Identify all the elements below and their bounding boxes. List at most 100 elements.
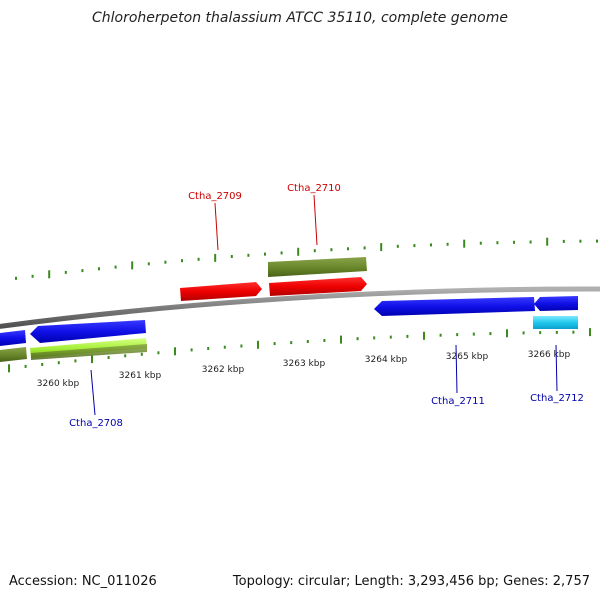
minor-tick (496, 241, 499, 245)
scale-label: 3261 kbp (119, 371, 162, 381)
major-tick (48, 270, 51, 279)
genome-backbone (0, 286, 600, 329)
minor-tick (347, 247, 349, 251)
minor-tick (124, 354, 127, 358)
minor-tick (363, 246, 366, 250)
tick-row-lower (8, 328, 591, 373)
major-tick (589, 328, 591, 337)
minor-tick (529, 240, 532, 244)
minor-tick (430, 243, 432, 247)
minor-tick (81, 269, 84, 273)
gene-label-ctha-2712[interactable]: Ctha_2712 (530, 393, 584, 404)
minor-tick (147, 262, 150, 266)
callout-ctha-2711: Ctha_2711 (431, 344, 485, 407)
major-tick (463, 239, 466, 248)
minor-tick (24, 364, 27, 368)
minor-tick (114, 265, 117, 269)
scale-label: 3263 kbp (283, 359, 326, 369)
minor-tick (57, 361, 60, 365)
scale-label: 3266 kbp (528, 350, 571, 360)
minor-tick (313, 249, 316, 253)
genome-title: Chloroherpeton thalassium ATCC 35110, co… (92, 10, 508, 26)
scale-label: 3260 kbp (37, 379, 80, 389)
minor-tick (522, 331, 525, 335)
major-tick (91, 355, 93, 364)
minor-tick (479, 241, 482, 245)
minor-tick (555, 330, 558, 334)
minor-tick (247, 253, 250, 257)
minor-tick (64, 270, 67, 274)
minor-tick (439, 333, 442, 337)
major-tick (8, 364, 10, 373)
gene-block-ctha-2709[interactable] (180, 282, 262, 301)
minor-tick (373, 336, 376, 340)
minor-tick (579, 239, 582, 243)
minor-tick (306, 340, 309, 343)
scale-labels: 3260 kbp 3261 kbp 3262 kbp 3263 kbp 3264 kbp… (37, 350, 571, 389)
major-tick (131, 261, 134, 270)
callout-ctha-2712: Ctha_2712 (530, 344, 584, 404)
major-tick (214, 253, 217, 262)
minor-tick (157, 351, 160, 355)
minor-tick (74, 359, 77, 363)
gene-label-ctha-2708[interactable]: Ctha_2708 (69, 418, 123, 429)
minor-tick (140, 352, 143, 356)
minor-tick (230, 255, 233, 258)
accession-text: Accession: NC_011026 (9, 574, 157, 589)
minor-tick (190, 348, 193, 352)
callout-ctha-2708: Ctha_2708 (69, 369, 123, 429)
minor-tick (406, 334, 409, 338)
minor-tick (413, 244, 416, 248)
major-tick (174, 347, 176, 356)
minor-tick (223, 345, 226, 349)
gene-block-ctha-2710[interactable] (268, 257, 367, 296)
minor-tick (562, 239, 565, 243)
minor-tick (572, 330, 575, 334)
minor-tick (197, 257, 200, 261)
minor-tick (15, 276, 17, 280)
minor-tick (596, 239, 598, 243)
minor-tick (240, 344, 243, 348)
callout-ctha-2709: Ctha_2709 (188, 191, 242, 251)
minor-tick (456, 333, 459, 337)
minor-tick (41, 363, 44, 366)
scale-label: 3265 kbp (446, 352, 489, 362)
minor-tick (396, 244, 399, 248)
genome-summary-text: Topology: circular; Length: 3,293,456 bp… (232, 574, 590, 589)
gene-label-ctha-2710[interactable]: Ctha_2710 (287, 183, 341, 194)
tick-row-upper (15, 237, 598, 280)
major-tick (380, 243, 383, 252)
minor-tick (356, 337, 359, 341)
minor-tick (98, 267, 100, 271)
minor-tick (107, 356, 110, 359)
minor-tick (389, 335, 392, 339)
scale-label: 3262 kbp (202, 365, 245, 375)
minor-tick (323, 339, 326, 342)
minor-tick (513, 240, 515, 244)
gene-block-ctha-2711[interactable] (374, 297, 535, 316)
minor-tick (264, 252, 266, 256)
major-tick (257, 340, 259, 349)
gene-block-ctha-2712[interactable] (533, 296, 578, 329)
minor-tick (489, 332, 492, 336)
minor-tick (330, 248, 333, 252)
minor-tick (31, 274, 34, 278)
minor-tick (207, 347, 210, 350)
minor-tick (164, 260, 167, 264)
gene-label-ctha-2711[interactable]: Ctha_2711 (431, 396, 485, 407)
gene-label-ctha-2709[interactable]: Ctha_2709 (188, 191, 242, 202)
minor-tick (273, 342, 276, 346)
major-tick (297, 247, 300, 256)
minor-tick (280, 251, 283, 255)
minor-tick (290, 341, 293, 345)
major-tick (423, 331, 425, 340)
major-tick (546, 237, 549, 246)
minor-tick (472, 332, 475, 336)
minor-tick (181, 259, 183, 263)
minor-tick (539, 331, 542, 335)
major-tick (506, 329, 508, 338)
scale-label: 3264 kbp (365, 355, 408, 365)
gene-block-ctha-2708[interactable] (30, 320, 147, 360)
major-tick (340, 335, 342, 344)
